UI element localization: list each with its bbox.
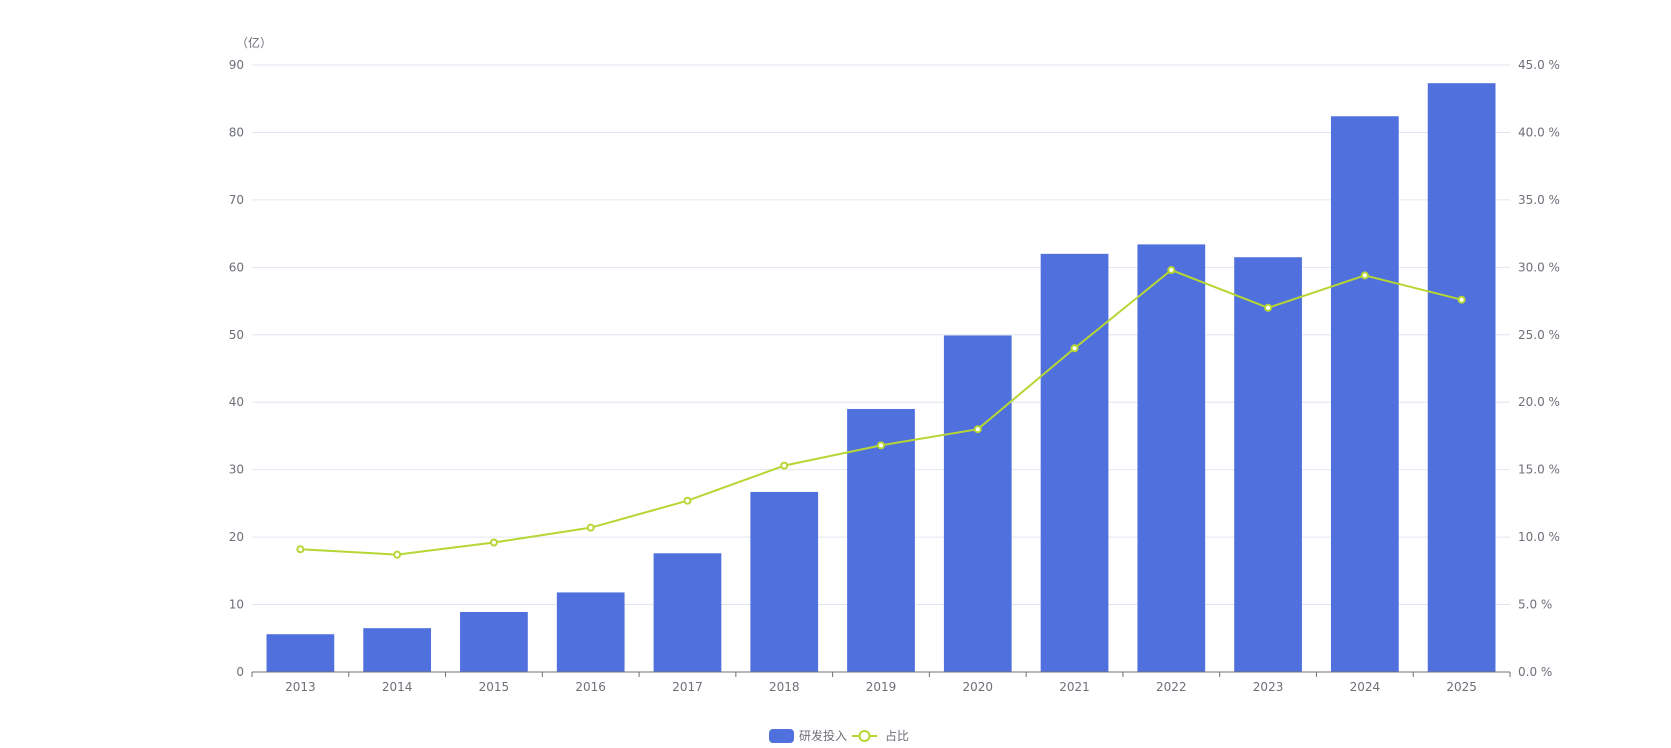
left-tick-label: 70: [229, 193, 244, 207]
x-tick-label: 2021: [1059, 680, 1090, 694]
bar-2017[interactable]: [653, 553, 722, 672]
right-tick-label: 20.0 %: [1518, 395, 1560, 409]
left-tick-label: 30: [229, 463, 244, 477]
x-tick-label: 2015: [479, 680, 510, 694]
right-tick-label: 45.0 %: [1518, 58, 1560, 72]
x-tick-label: 2018: [769, 680, 800, 694]
ratio-point-2024[interactable]: [1360, 271, 1369, 280]
ratio-point-2025[interactable]: [1457, 295, 1466, 304]
legend-item-line[interactable]: 占比: [852, 728, 909, 743]
x-tick-label: 2020: [962, 680, 993, 694]
gridlines: [252, 64, 1510, 606]
x-tick-label: 2025: [1446, 680, 1477, 694]
right-tick-label: 0.0 %: [1518, 665, 1552, 679]
right-tick-label: 25.0 %: [1518, 328, 1560, 342]
ratio-point-2019[interactable]: [877, 441, 885, 450]
x-tick-label: 2023: [1253, 680, 1284, 694]
legend-line-marker: [858, 730, 871, 742]
right-tick-label: 10.0 %: [1518, 530, 1560, 544]
bar-2014[interactable]: [363, 628, 432, 672]
ratio-point-2020[interactable]: [973, 425, 982, 434]
right-tick-label: 40.0 %: [1518, 125, 1560, 139]
bar-2018[interactable]: [750, 491, 819, 672]
right-tick-label: 5.0 %: [1518, 598, 1552, 612]
bar-2020[interactable]: [943, 335, 1012, 672]
x-tick-label: 2019: [866, 680, 897, 694]
ratio-point-2016[interactable]: [586, 523, 595, 532]
right-tick-label: 15.0 %: [1518, 463, 1560, 477]
x-tick-label: 2022: [1156, 680, 1187, 694]
legend-bar-label: 研发投入: [799, 728, 847, 743]
ratio-point-2023[interactable]: [1264, 303, 1273, 312]
left-axis-ticks: 0 10 20 30 40 50 60 70 80 90: [229, 58, 244, 679]
x-tick-label: 2016: [575, 680, 606, 694]
bar-2016[interactable]: [556, 592, 625, 672]
bar-2025[interactable]: [1427, 83, 1496, 672]
left-tick-label: 60: [229, 260, 244, 274]
x-tick-label: 2024: [1350, 680, 1381, 694]
bar-2013[interactable]: [266, 634, 335, 672]
bar-series: [266, 83, 1496, 673]
left-tick-label: 90: [229, 58, 244, 72]
bar-2022[interactable]: [1137, 244, 1206, 672]
bar-2019[interactable]: [847, 408, 915, 672]
legend: 研发投入 占比: [769, 728, 909, 743]
ratio-point-2013[interactable]: [296, 545, 305, 554]
legend-line-label: 占比: [885, 728, 909, 743]
x-tick-label: 2013: [285, 680, 316, 694]
ratio-point-2021[interactable]: [1070, 344, 1079, 353]
x-tick-label: 2017: [672, 680, 703, 694]
ratio-point-2022[interactable]: [1167, 266, 1176, 275]
left-tick-label: 0: [236, 665, 244, 679]
left-tick-label: 50: [229, 328, 244, 342]
right-tick-label: 35.0 %: [1518, 193, 1560, 207]
left-tick-label: 80: [229, 125, 244, 139]
x-tick-label: 2014: [382, 680, 413, 694]
ratio-point-2018[interactable]: [780, 461, 789, 470]
bar-2015[interactable]: [460, 611, 528, 672]
left-tick-label: 20: [229, 530, 244, 544]
left-tick-label: 10: [229, 598, 244, 612]
bar-2023[interactable]: [1234, 257, 1302, 672]
x-axis-ticks: 2013 2014 2015 2016 2017 2018 2019 2020 2021 2022…: [251, 672, 1511, 694]
legend-item-bar[interactable]: 研发投入: [769, 728, 847, 743]
bar-2021[interactable]: [1040, 253, 1109, 672]
right-tick-label: 30.0 %: [1518, 260, 1560, 274]
line-series: [296, 266, 1466, 559]
ratio-point-2017[interactable]: [683, 496, 692, 505]
left-tick-label: 40: [229, 395, 244, 409]
left-axis-label: （亿）: [236, 35, 272, 50]
legend-bar-swatch: [769, 729, 794, 743]
bar-2024[interactable]: [1330, 116, 1399, 673]
right-axis-ticks: 0.0 % 5.0 % 10.0 % 15.0 % 20.0 % 25.0 % 30.0 %…: [1518, 58, 1560, 679]
ratio-point-2015[interactable]: [489, 538, 498, 547]
ratio-point-2014[interactable]: [393, 550, 402, 559]
